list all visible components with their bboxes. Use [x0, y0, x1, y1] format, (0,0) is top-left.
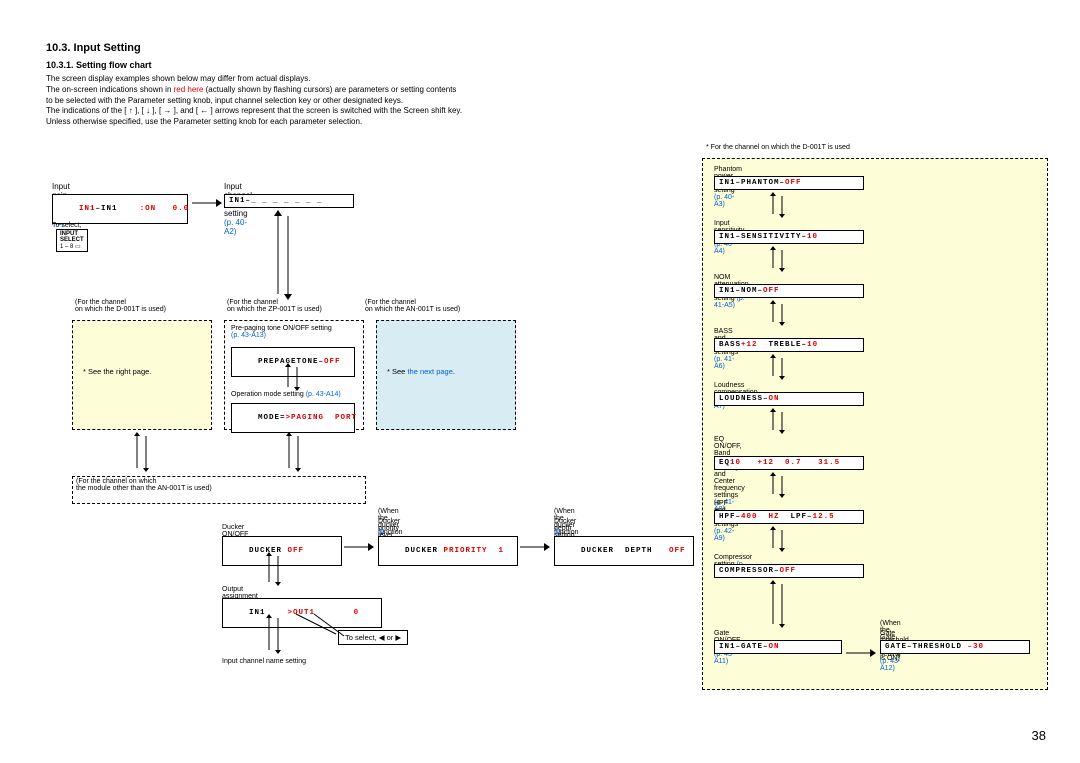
gain-screen: IN1–IN1 :ON 0.0 [52, 194, 188, 224]
d001-box: (For the channelon which the D-001T is u… [72, 320, 212, 430]
page: 10.3. Input Setting 10.3.1. Setting flow… [46, 42, 1046, 138]
updown-arrow-icon [270, 210, 300, 300]
updown-arrow-icon [262, 614, 288, 654]
dp-screen: DUCKER PRIORITY 1 [378, 536, 518, 566]
updown-arrow-icon [130, 432, 156, 472]
page-number: 38 [1032, 728, 1046, 743]
updown-arrow-icon [262, 552, 288, 586]
bottom-label: Input channel name setting [222, 658, 306, 665]
out-select-hint: To select, ◀ or ▶ [338, 630, 408, 645]
right-header: * For the channel on which the D-001T is… [706, 144, 850, 151]
intro-text: The screen display examples shown below … [46, 74, 1046, 128]
zp001-box: (For the channelon which the ZP-001T is … [224, 320, 364, 430]
subsection-title: 10.3.1. Setting flow chart [46, 60, 1046, 70]
arrow-right-icon [192, 196, 222, 210]
name-screen: IN1–_ _ _ _ _ _ _ [224, 194, 354, 208]
section-title: 10.3. Input Setting [46, 42, 1046, 54]
arrow-right-icon [344, 540, 374, 554]
updown-arrow-icon [282, 432, 308, 472]
arrow-right-icon [520, 540, 550, 554]
an001-box: (For the channelon which the AN-001T is … [376, 320, 516, 430]
dd-screen: DUCKER DEPTH OFF [554, 536, 694, 566]
mode-screen: MODE=>PAGING PORT [231, 403, 355, 433]
updown-arrow-icon [281, 363, 307, 391]
